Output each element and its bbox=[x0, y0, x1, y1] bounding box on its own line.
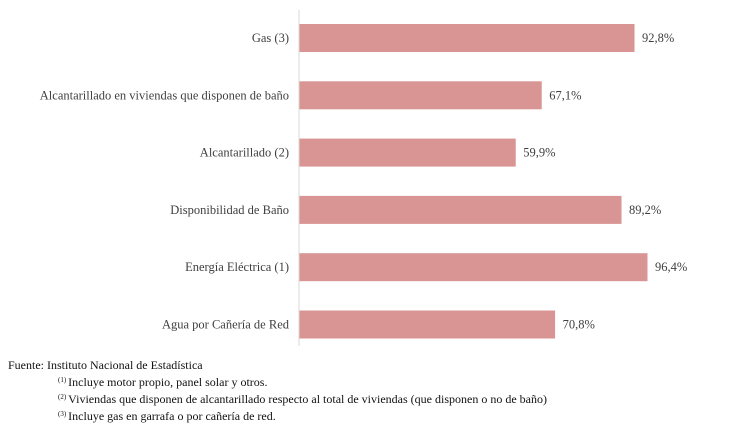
bar bbox=[299, 24, 635, 52]
category-label: Alcantarillado (2) bbox=[200, 146, 289, 160]
category-label: Gas (3) bbox=[252, 31, 289, 45]
category-label: Disponibilidad de Baño bbox=[170, 203, 289, 217]
footnote-2: (2) Viviendas que disponen de alcantarill… bbox=[8, 390, 728, 407]
data-label: 70,8% bbox=[563, 318, 595, 332]
footnote-2-text: Viviendas que disponen de alcantarillado… bbox=[68, 392, 547, 406]
bar bbox=[299, 253, 648, 282]
data-label: 96,4% bbox=[655, 260, 687, 274]
category-label: Energía Eléctrica (1) bbox=[185, 260, 289, 274]
category-label: Alcantarillado en viviendas que disponen… bbox=[40, 88, 289, 102]
source-note: Fuente: Instituto Nacional de Estadístic… bbox=[8, 358, 203, 372]
category-label: Agua por Cañería de Red bbox=[162, 318, 290, 332]
bar bbox=[299, 81, 542, 110]
footnote-1: (1) Incluye motor propio, panel solar y o… bbox=[8, 373, 728, 390]
footnote-1-mark: (1) bbox=[58, 376, 67, 384]
footnote-2-mark: (2) bbox=[58, 393, 67, 401]
footnote-3-text: Incluye gas en garrafa o por cañería de … bbox=[68, 409, 276, 423]
bar bbox=[299, 195, 622, 224]
data-label: 89,2% bbox=[629, 203, 661, 217]
bar bbox=[299, 138, 516, 167]
data-label: 67,1% bbox=[549, 88, 581, 102]
data-label: 59,9% bbox=[523, 146, 555, 160]
footnote-1-text: Incluye motor propio, panel solar y otro… bbox=[68, 375, 268, 389]
footnote-3: (3) Incluye gas en garrafa o por cañería … bbox=[8, 407, 728, 424]
bar bbox=[299, 310, 556, 339]
bar-chart: Gas (3) 92,8% Alcantarillado en viviendas … bbox=[40, 10, 687, 346]
chart-footer: Fuente: Instituto Nacional de Estadístic… bbox=[8, 358, 728, 424]
data-label: 92,8% bbox=[642, 31, 674, 45]
footnote-3-mark: (3) bbox=[58, 410, 67, 418]
